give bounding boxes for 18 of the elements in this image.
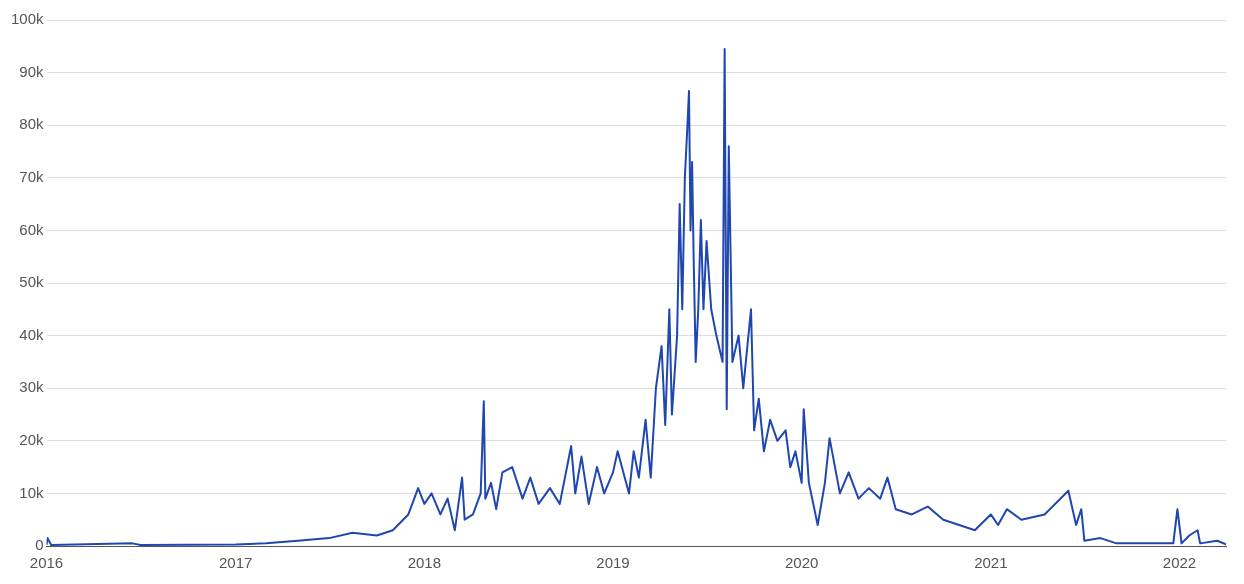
y-tick-label: 60k — [19, 220, 45, 238]
y-tick-label: 80k — [19, 115, 45, 133]
x-tick-label: 2017 — [219, 554, 253, 572]
x-tick-label: 2022 — [1162, 554, 1197, 572]
y-tick-label: 100k — [11, 10, 45, 28]
y-tick-label: 40k — [19, 325, 45, 343]
x-tick-label: 2019 — [596, 554, 630, 572]
y-tick-label: 70k — [19, 167, 45, 185]
y-tick-label: 50k — [19, 273, 45, 291]
y-tick-label: 90k — [19, 62, 45, 80]
x-tick-label: 2016 — [29, 554, 64, 572]
y-tick-label: 0 — [35, 536, 44, 554]
y-tick-label: 20k — [19, 430, 45, 448]
y-tick-label: 10k — [19, 483, 45, 501]
y-tick-label: 30k — [19, 378, 45, 396]
x-tick-label: 2018 — [407, 554, 442, 572]
x-tick-label: 2021 — [974, 554, 1008, 572]
x-tick-label: 2020 — [784, 554, 819, 572]
